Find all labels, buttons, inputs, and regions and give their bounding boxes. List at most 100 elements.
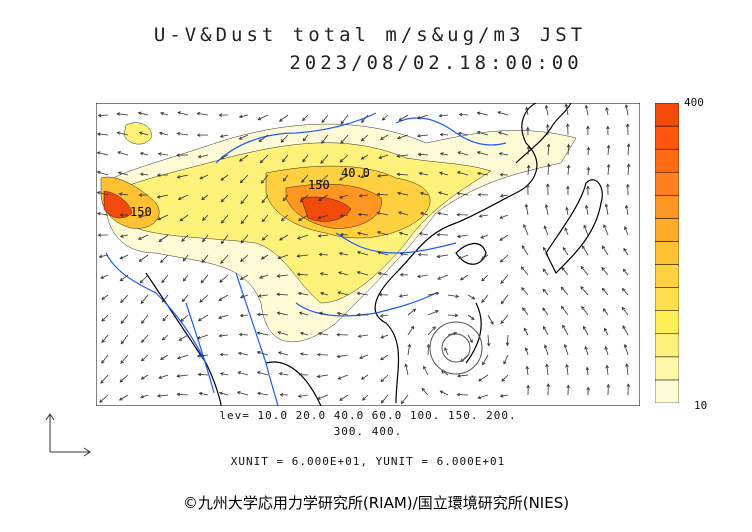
wind-vector-head	[317, 197, 322, 202]
wind-vector	[526, 366, 529, 376]
wind-vector-head	[380, 335, 385, 339]
wind-vector	[546, 364, 549, 376]
wind-vector-head	[458, 112, 463, 117]
wind-vector	[300, 194, 309, 203]
wind-vector	[397, 134, 409, 139]
wind-vector-head	[525, 106, 529, 111]
wind-vector-head	[177, 111, 181, 115]
wind-vector-head	[416, 134, 421, 138]
wind-vector-head	[377, 251, 381, 255]
wind-vector-head	[561, 305, 565, 310]
wind-vector-head	[219, 279, 223, 283]
wind-vector	[440, 134, 449, 136]
wind-vector-head	[96, 191, 101, 195]
wind-vector	[101, 314, 109, 322]
wind-vector-head	[399, 252, 404, 256]
vector-units: XUNIT = 6.000E+01, YUNIT = 6.000E+01	[230, 455, 506, 468]
wind-vector-head	[622, 268, 627, 273]
wind-vector	[101, 334, 109, 343]
wind-vector	[240, 294, 249, 298]
wind-vector	[397, 173, 409, 176]
wind-vector	[360, 174, 369, 178]
wind-vector-head	[362, 397, 366, 401]
wind-vector-head	[298, 311, 303, 315]
wind-vector-head	[500, 300, 505, 305]
wind-vector-head	[176, 175, 181, 179]
wind-vector-head	[432, 326, 436, 330]
wind-vector-head	[625, 123, 630, 128]
wind-vector	[239, 334, 249, 336]
wind-vector-head	[626, 143, 631, 147]
wind-vector-head	[545, 363, 549, 368]
wind-vector	[277, 312, 289, 316]
wind-vector	[177, 112, 189, 116]
wind-vector-head	[438, 171, 443, 175]
wind-vector	[447, 314, 458, 316]
wind-vector	[297, 234, 309, 239]
wind-vector	[337, 354, 349, 358]
wind-vector-head	[605, 364, 609, 369]
wind-vector	[321, 114, 329, 123]
wind-vector-head	[584, 204, 589, 209]
wind-vector-head	[486, 342, 491, 347]
wind-vector	[97, 213, 109, 216]
wind-vector	[299, 312, 309, 316]
wind-vector-head	[562, 246, 567, 251]
wind-vector	[621, 307, 629, 316]
wind-vector	[117, 113, 129, 116]
wind-vector	[440, 390, 449, 396]
wind-vector	[281, 214, 289, 221]
wind-vector-head	[476, 111, 481, 116]
wind-vector-head	[580, 286, 584, 290]
wind-vector	[282, 194, 289, 201]
wind-vector	[499, 214, 509, 219]
wind-vector-head	[119, 378, 124, 383]
wind-vector	[585, 205, 589, 216]
wind-vector-head	[157, 152, 162, 156]
wind-vector	[177, 133, 189, 136]
wind-vector	[500, 394, 509, 397]
wind-vector-head	[526, 183, 530, 188]
wind-vector-head	[199, 299, 203, 303]
wind-vector-head	[338, 177, 343, 181]
wind-vector	[320, 292, 329, 296]
wind-vector	[447, 294, 459, 297]
wind-vector	[625, 104, 629, 116]
wind-vector-head	[218, 297, 223, 301]
wind-vector	[221, 234, 229, 244]
wind-vector	[447, 332, 457, 336]
wind-vector	[407, 344, 411, 356]
colorbar-band	[655, 379, 679, 403]
wind-vector-head	[118, 397, 123, 401]
wind-vector-head	[398, 231, 403, 235]
wind-vector-head	[623, 247, 627, 252]
wind-vector-head	[100, 275, 105, 279]
wind-vector	[377, 193, 389, 196]
wind-vector	[220, 174, 229, 181]
wind-vector	[317, 374, 329, 378]
wind-vector	[162, 294, 169, 303]
wind-vector	[444, 347, 449, 356]
wind-vector	[340, 214, 349, 217]
wind-vector-head	[239, 295, 244, 299]
wind-vector	[339, 194, 349, 199]
wind-vector	[399, 294, 409, 297]
wind-vector	[177, 393, 189, 396]
wind-vector	[100, 374, 109, 384]
wind-vector-head	[139, 172, 144, 177]
wind-vector-head	[236, 391, 241, 395]
wind-vector-head	[478, 214, 483, 218]
wind-vector	[257, 313, 269, 316]
wind-vector	[457, 151, 469, 156]
wind-vector	[179, 214, 189, 222]
wind-vector-head	[562, 324, 566, 329]
wind-vector-head	[439, 152, 444, 156]
wind-vector-head	[138, 258, 143, 262]
wind-vector-head	[299, 198, 304, 203]
wind-vector	[526, 107, 529, 116]
wind-vector	[197, 113, 209, 116]
wind-vector-head	[357, 334, 362, 338]
wind-vector	[97, 152, 109, 156]
wind-vector	[457, 234, 469, 238]
wind-vector-head	[624, 104, 629, 108]
